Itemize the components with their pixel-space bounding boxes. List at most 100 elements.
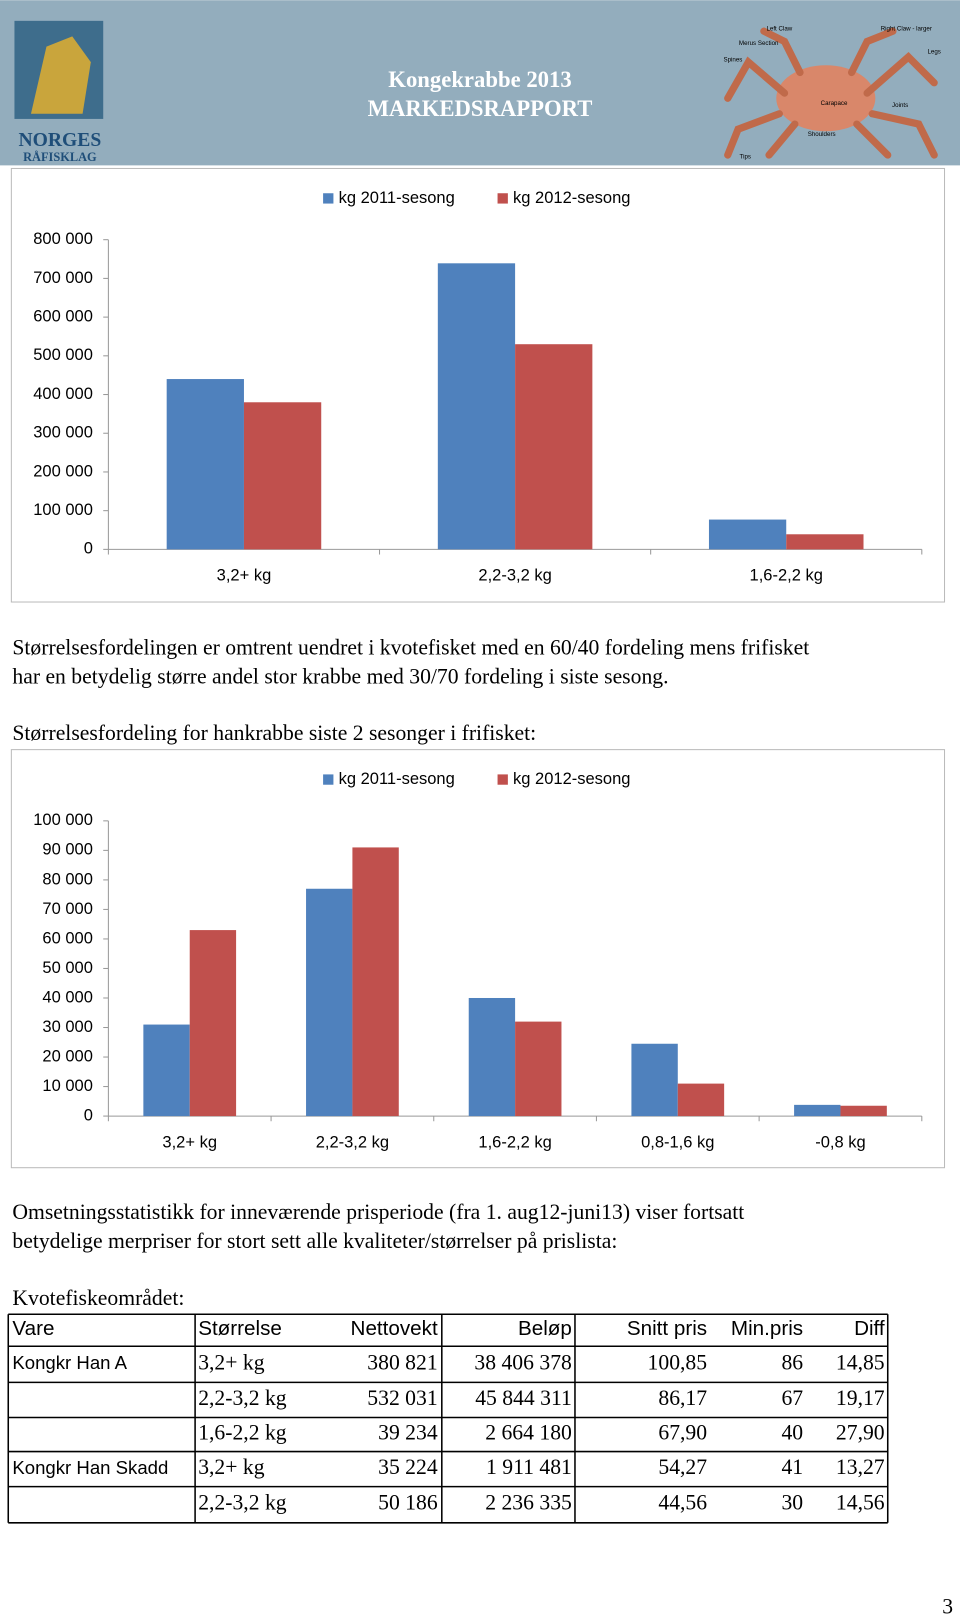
crab-label: Left Claw xyxy=(766,26,792,33)
y-tick-label: 300 000 xyxy=(33,424,93,442)
table-cell: 35 224 xyxy=(378,1455,438,1479)
table-header-cell: Min.pris xyxy=(731,1317,803,1340)
table-cell: 380 821 xyxy=(367,1350,437,1374)
paragraph-line: har en betydelig større andel stor krabb… xyxy=(12,664,668,688)
y-tick-label: 0 xyxy=(84,540,93,558)
table-header-cell: Diff xyxy=(854,1317,885,1340)
paragraph-line: betydelige merpriser for stort sett alle… xyxy=(12,1229,617,1253)
y-tick-label: 100 000 xyxy=(33,811,93,829)
legend-label: kg 2011-sesong xyxy=(339,189,455,207)
y-tick-label: 40 000 xyxy=(42,988,92,1006)
y-tick-label: 600 000 xyxy=(33,307,93,325)
crab-diagram xyxy=(724,27,938,159)
legend-swatch xyxy=(323,774,334,785)
y-tick-label: 800 000 xyxy=(33,230,93,248)
table-cell: 2,2-3,2 kg xyxy=(198,1386,287,1410)
table-cell: 19,17 xyxy=(836,1386,885,1410)
bar xyxy=(243,402,322,550)
table-cell: 44,56 xyxy=(658,1491,707,1515)
bar xyxy=(143,1024,190,1117)
table-cell: Kongkr Han A xyxy=(12,1352,127,1373)
y-tick-label: 50 000 xyxy=(42,959,92,977)
bar xyxy=(515,1021,562,1117)
y-tick-label: 700 000 xyxy=(33,269,93,287)
legend-label: kg 2011-sesong xyxy=(339,770,455,788)
y-tick-label: 30 000 xyxy=(42,1018,92,1036)
table-cell: 39 234 xyxy=(378,1421,438,1445)
table-cell: 1 911 481 xyxy=(486,1455,572,1479)
y-tick-label: 70 000 xyxy=(42,900,92,918)
table-cell: Kongkr Han Skadd xyxy=(12,1457,168,1478)
y-tick-label: 20 000 xyxy=(42,1047,92,1065)
table-cell: 1,6-2,2 kg xyxy=(198,1421,287,1445)
page-number: 3 xyxy=(942,1594,953,1618)
y-tick-label: 90 000 xyxy=(42,841,92,859)
y-tick-label: 500 000 xyxy=(33,346,93,364)
table-cell: 532 031 xyxy=(367,1386,437,1410)
x-tick-label: 1,6-2,2 kg xyxy=(750,567,823,585)
legend-swatch xyxy=(323,193,334,204)
table-cell: 30 xyxy=(781,1491,803,1515)
crab-label: Carapace xyxy=(821,100,848,107)
y-tick-label: 400 000 xyxy=(33,385,93,403)
paragraph-line: Størrelsesfordelingen er omtrent uendret… xyxy=(12,635,809,659)
bar xyxy=(515,344,593,550)
bar xyxy=(468,997,516,1117)
legend-swatch xyxy=(497,774,508,785)
bar xyxy=(840,1105,887,1117)
x-tick-label: 2,2-3,2 kg xyxy=(478,567,551,585)
x-tick-label: 3,2+ kg xyxy=(217,567,272,585)
table-header-cell: Snitt pris xyxy=(627,1317,707,1340)
x-tick-label: -0,8 kg xyxy=(815,1133,865,1151)
bar xyxy=(677,1083,725,1117)
y-tick-label: 0 xyxy=(84,1106,93,1124)
crab-label: Spines xyxy=(723,57,742,64)
bar xyxy=(786,534,864,550)
table-cell: 3,2+ kg xyxy=(198,1455,265,1479)
y-tick-label: 60 000 xyxy=(42,929,92,947)
x-tick-label: 2,2-3,2 kg xyxy=(316,1133,389,1151)
table-cell: 86,17 xyxy=(658,1386,707,1410)
logo-text: NORGES xyxy=(18,130,101,151)
crab-label: Right Claw - larger xyxy=(881,26,932,33)
bar xyxy=(189,930,237,1117)
logo-figure xyxy=(30,36,91,114)
table-cell: 67,90 xyxy=(658,1421,707,1445)
header-title: MARKEDSRAPPORT xyxy=(368,96,593,121)
table-header-cell: Nettovekt xyxy=(351,1317,438,1340)
bar xyxy=(352,847,399,1117)
crab-label: Tips xyxy=(740,154,751,161)
table-cell: 67 xyxy=(781,1386,803,1410)
bar xyxy=(631,1043,678,1117)
legend-label: kg 2012-sesong xyxy=(513,770,630,788)
paragraph-line: Kvotefiskeområdet: xyxy=(12,1286,184,1310)
bar xyxy=(794,1104,841,1117)
paragraph-line: Omsetningsstatistikk for inneværende pri… xyxy=(12,1200,744,1224)
crab-label: Merus Section xyxy=(739,40,779,47)
y-tick-label: 200 000 xyxy=(33,462,93,480)
legend-label: kg 2012-sesong xyxy=(513,189,630,207)
table-cell: 14,85 xyxy=(836,1350,885,1374)
y-tick-label: 10 000 xyxy=(42,1077,92,1095)
x-tick-label: 3,2+ kg xyxy=(162,1133,217,1151)
table-cell: 54,27 xyxy=(658,1455,707,1479)
table-cell: 86 xyxy=(781,1350,803,1374)
table-header-cell: Beløp xyxy=(518,1317,572,1340)
table-cell: 2 664 180 xyxy=(485,1421,572,1445)
table-cell: 38 406 378 xyxy=(474,1350,571,1374)
table-cell: 2,2-3,2 kg xyxy=(198,1491,287,1515)
table-cell: 2 236 335 xyxy=(485,1491,572,1515)
table-cell: 13,27 xyxy=(836,1455,885,1479)
x-tick-label: 1,6-2,2 kg xyxy=(478,1133,551,1151)
y-tick-label: 80 000 xyxy=(42,870,92,888)
table-cell: 14,56 xyxy=(836,1491,885,1515)
logo-text: RÅFISKLAG xyxy=(23,150,97,164)
table-cell: 27,90 xyxy=(836,1421,885,1445)
crab-label: Joints xyxy=(892,102,908,109)
y-tick-label: 100 000 xyxy=(33,501,93,519)
table-cell: 3,2+ kg xyxy=(198,1350,265,1374)
bar xyxy=(166,379,244,550)
crab-label: Legs xyxy=(927,48,940,55)
paragraph-line: Størrelsesfordeling for hankrabbe siste … xyxy=(12,721,536,745)
